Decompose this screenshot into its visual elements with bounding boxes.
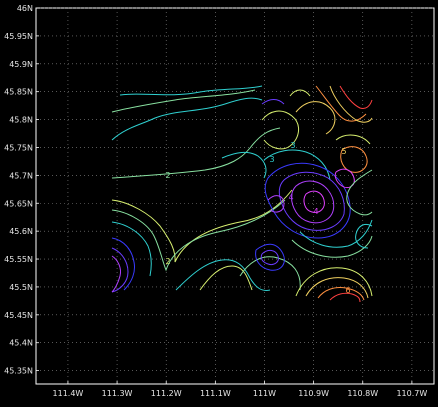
contour-line (111, 127, 281, 179)
y-tick-label: 45.45N (4, 311, 33, 320)
contour-line (291, 180, 335, 224)
y-tick-label: 45.8N (9, 116, 33, 125)
y-tick-label: 45.9N (9, 60, 33, 69)
contour-line (199, 265, 253, 291)
x-tick-label: 111.1W (200, 389, 231, 398)
grid (36, 7, 434, 384)
contour-line (289, 89, 311, 97)
contour-line (175, 259, 271, 291)
contour-label: 3 (269, 155, 274, 164)
contour-label: 6 (345, 286, 350, 295)
contour-line (329, 292, 361, 303)
contour-line (340, 146, 368, 173)
contour-line (278, 171, 345, 231)
contour-line (295, 101, 336, 135)
x-tick-label: 110.7W (396, 389, 427, 398)
contour-line (261, 110, 299, 150)
y-tick-label: 45.65N (4, 199, 33, 208)
x-tick-label: 111W (253, 389, 276, 398)
x-tick-label: 110.9W (298, 389, 329, 398)
contour-line (291, 235, 373, 258)
contour-line (111, 247, 129, 293)
contour-label: 4 (313, 207, 318, 216)
contour-line (339, 85, 373, 109)
contour-line (255, 243, 285, 271)
contour-line (299, 219, 373, 248)
contour-line (111, 189, 293, 263)
contour-label: 2 (165, 171, 170, 180)
contour-line (335, 134, 371, 145)
x-tick-label: 111.2W (151, 389, 182, 398)
y-tick-label: 45.6N (9, 227, 33, 236)
contour-line (295, 267, 373, 297)
y-tick-label: 45.35N (4, 367, 33, 376)
contour-line (111, 221, 152, 277)
y-tick-label: 45.55N (4, 255, 33, 264)
contour-label: 2 (165, 257, 170, 266)
contour-line (305, 277, 369, 299)
y-tick-label: 45.85N (4, 88, 33, 97)
contour-line (263, 149, 331, 181)
x-tick-label: 111.4W (53, 389, 84, 398)
y-tick-label: 46N (17, 4, 33, 13)
contour-label: 5 (341, 147, 346, 156)
contour-line (260, 249, 279, 265)
contour-line (221, 151, 267, 179)
contour-line (355, 223, 373, 249)
contour-line (303, 190, 325, 213)
contour-label: 3 (290, 141, 295, 150)
contour-line (111, 237, 135, 291)
x-tick-label: 111.3W (102, 389, 133, 398)
tick-labels: 111.4W 111.3W 111.2W 111.1W 111W 110.9W 110.8W… (4, 4, 427, 398)
contour-line (261, 99, 285, 105)
contour-line (119, 85, 263, 96)
contour-line (329, 85, 373, 123)
contour-lines (111, 85, 373, 303)
contour-labels: 2 2 3 3 4 4 5 6 (165, 141, 350, 295)
contour-line (264, 162, 351, 239)
contour-line (111, 89, 256, 113)
y-tick-label: 45.7N (9, 171, 33, 180)
contour-line (346, 169, 373, 216)
contour-line (267, 195, 285, 213)
contour-line (111, 255, 121, 293)
contour-label: 4 (288, 193, 293, 202)
plot-frame (35, 7, 435, 385)
contour-line (315, 85, 367, 122)
y-tick-label: 45.4N (9, 339, 33, 348)
contour-line (111, 199, 286, 272)
contour-line (317, 287, 365, 301)
y-tick-label: 45.95N (4, 32, 33, 41)
x-tick-label: 110.8W (347, 389, 378, 398)
contour-line (111, 97, 263, 141)
y-tick-label: 45.5N (9, 283, 33, 292)
y-tick-label: 45.75N (4, 143, 33, 152)
